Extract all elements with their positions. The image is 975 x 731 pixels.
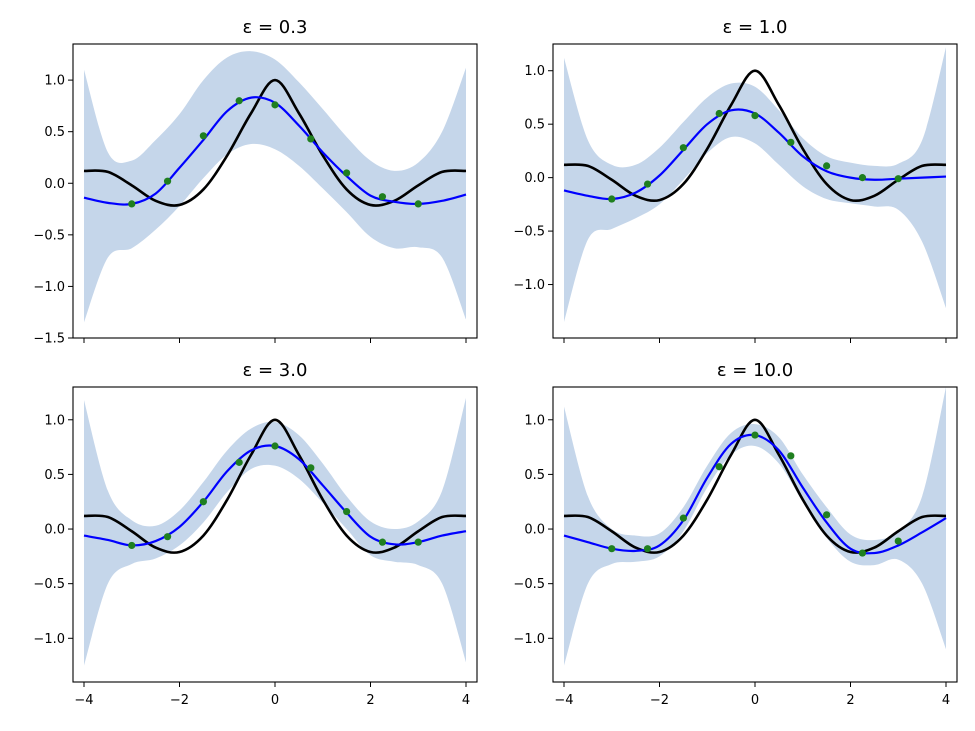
x-tick-label: 2 — [846, 693, 854, 708]
x-tick-label: −2 — [170, 693, 189, 708]
x-tick-label: 0 — [271, 693, 279, 708]
sample-point — [414, 200, 422, 208]
confidence-band — [84, 397, 466, 666]
sample-point — [235, 458, 243, 466]
x-tick-label: 4 — [942, 693, 950, 708]
x-tick-label: 0 — [751, 693, 759, 708]
plot-area — [83, 397, 467, 666]
y-tick-label: 0.0 — [524, 171, 545, 186]
confidence-band — [564, 387, 946, 666]
sample-point — [715, 463, 723, 471]
y-tick-label: 0.0 — [524, 523, 545, 538]
x-tick-label: 2 — [366, 693, 374, 708]
true-function-line — [563, 418, 947, 554]
y-tick-label: −1.0 — [513, 632, 545, 647]
sample-point — [199, 132, 207, 140]
subplot-2: −1.0 −0.5 0.0 0.5 1.0 ε = 1.0 — [513, 17, 958, 343]
sample-point — [643, 180, 652, 188]
sample-point — [199, 498, 207, 506]
y-tick-label: 0.0 — [44, 523, 65, 538]
plot-area — [563, 387, 947, 666]
y-tick-label: −0.5 — [513, 577, 545, 592]
subplot-1: −1.5 −1.0 −0.5 0.0 0.5 1.0 ε = 0.3 — [33, 17, 478, 347]
y-tick-label: 0.5 — [524, 468, 545, 483]
confidence-band — [84, 51, 466, 323]
y-tick-label: −1.5 — [33, 332, 65, 347]
y-tick-label: −0.5 — [33, 228, 65, 243]
sample-point — [128, 200, 136, 208]
sample-point — [414, 538, 422, 546]
x-tick-label: 4 — [462, 693, 470, 708]
sample-point — [128, 541, 136, 550]
sample-point — [378, 538, 387, 546]
y-tick-label: 1.0 — [44, 74, 65, 89]
sample-point — [163, 177, 172, 185]
subplot-4: −1.0 −0.5 0.0 0.5 1.0 −4 −2 0 2 4 ε = 10.0 — [513, 360, 958, 708]
sample-point — [271, 442, 279, 450]
sample-point — [235, 97, 243, 105]
y-tick-label: −1.0 — [513, 278, 545, 293]
sample-point — [787, 452, 795, 460]
sample-point — [643, 545, 652, 553]
true-function-line — [563, 69, 947, 203]
plot-area — [563, 47, 947, 322]
sample-point — [163, 533, 172, 541]
sample-point — [823, 162, 831, 170]
sample-point — [823, 511, 831, 519]
plot-area — [83, 51, 467, 323]
y-tick-label: 1.0 — [524, 64, 545, 79]
sample-point — [271, 101, 279, 109]
sample-point — [751, 112, 759, 120]
subplot-3: −1.0 −0.5 0.0 0.5 1.0 −4 −2 0 2 4 ε = 3.0 — [33, 360, 478, 708]
subplot-title: ε = 1.0 — [723, 17, 788, 38]
x-tick-label: −4 — [74, 693, 93, 708]
sample-point — [894, 537, 902, 545]
sample-point — [679, 144, 687, 152]
y-tick-label: 1.0 — [524, 413, 545, 428]
subplot-title: ε = 10.0 — [717, 360, 793, 381]
confidence-band — [564, 47, 946, 322]
sample-point — [751, 431, 759, 439]
subplot-title: ε = 3.0 — [243, 360, 308, 381]
sample-point — [679, 514, 687, 522]
sample-point — [378, 193, 387, 201]
sample-point — [343, 507, 351, 516]
subplot-title: ε = 0.3 — [243, 17, 308, 38]
sample-point — [894, 175, 902, 183]
sample-point — [608, 195, 616, 203]
sample-point — [858, 549, 867, 557]
sample-point — [307, 135, 315, 143]
sample-point — [307, 464, 315, 472]
y-tick-label: 0.5 — [44, 468, 65, 483]
y-tick-label: −1.0 — [33, 632, 65, 647]
x-tick-label: −4 — [554, 693, 573, 708]
y-tick-label: 0.5 — [44, 125, 65, 140]
sample-point — [858, 174, 867, 182]
y-tick-label: 0.5 — [524, 118, 545, 133]
y-tick-label: 1.0 — [44, 413, 65, 428]
sample-point — [608, 545, 616, 553]
y-tick-label: −1.0 — [33, 280, 65, 295]
sample-point — [787, 138, 795, 146]
y-tick-label: −0.5 — [513, 225, 545, 240]
sample-point — [343, 169, 351, 177]
y-tick-label: 0.0 — [44, 177, 65, 192]
x-tick-label: −2 — [650, 693, 669, 708]
sample-point — [715, 109, 723, 118]
y-tick-label: −0.5 — [33, 577, 65, 592]
